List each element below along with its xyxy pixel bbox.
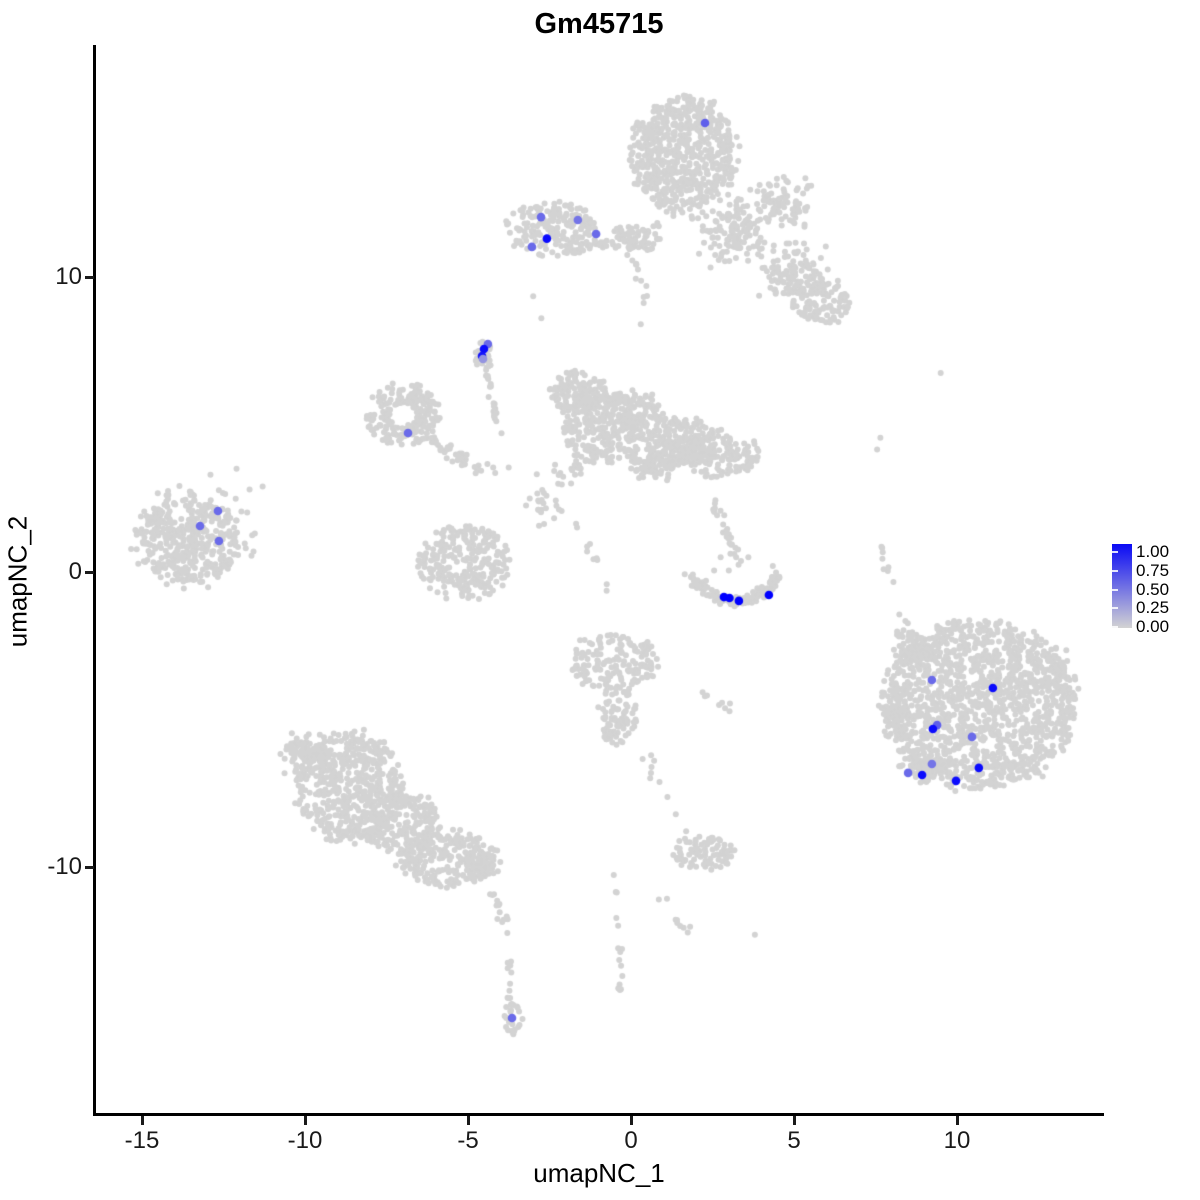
colorbar-notch [1112,569,1118,572]
x-tick-label: -15 [124,1127,160,1154]
x-axis-title: umapNC_1 [533,1158,665,1188]
x-tick-label: 0 [624,1127,638,1154]
y-axis-title: umapNC_2 [2,515,33,648]
colorbar-label: 0.50 [1136,579,1170,599]
colorbar-label: 0.25 [1136,598,1170,618]
x-tick-mark [140,1116,144,1125]
x-tick-mark [955,1116,959,1125]
x-tick-label: 5 [787,1127,801,1154]
x-tick-mark [629,1116,633,1125]
y-axis-line [93,45,96,1116]
y-tick-label: 0 [68,558,82,585]
x-tick-label: -5 [457,1127,479,1154]
x-tick-mark [466,1116,470,1125]
colorbar-notch [1112,607,1118,610]
y-tick-mark [85,865,94,869]
y-tick-mark [85,570,94,574]
colorbar-label: 0.75 [1136,560,1170,580]
x-tick-label: 10 [943,1127,971,1154]
x-tick-label: -10 [287,1127,323,1154]
y-tick-mark [85,275,94,279]
colorbar-gradient [1112,544,1132,628]
x-tick-mark [792,1116,796,1125]
plot-title: Gm45715 [534,8,664,40]
x-tick-mark [303,1116,307,1125]
x-axis-line [93,1113,1104,1116]
colorbar-label: 1.00 [1136,542,1170,561]
colorbar-notch [1112,588,1118,591]
colorbar-notch [1112,626,1118,628]
colorbar-label: 0.00 [1136,617,1170,636]
colorbar-notch [1112,551,1118,553]
y-tick-label: 10 [55,263,82,290]
y-tick-label: -10 [47,853,82,880]
colorbar-legend: 1.00 0.75 0.50 0.25 0.00 [1108,538,1200,638]
